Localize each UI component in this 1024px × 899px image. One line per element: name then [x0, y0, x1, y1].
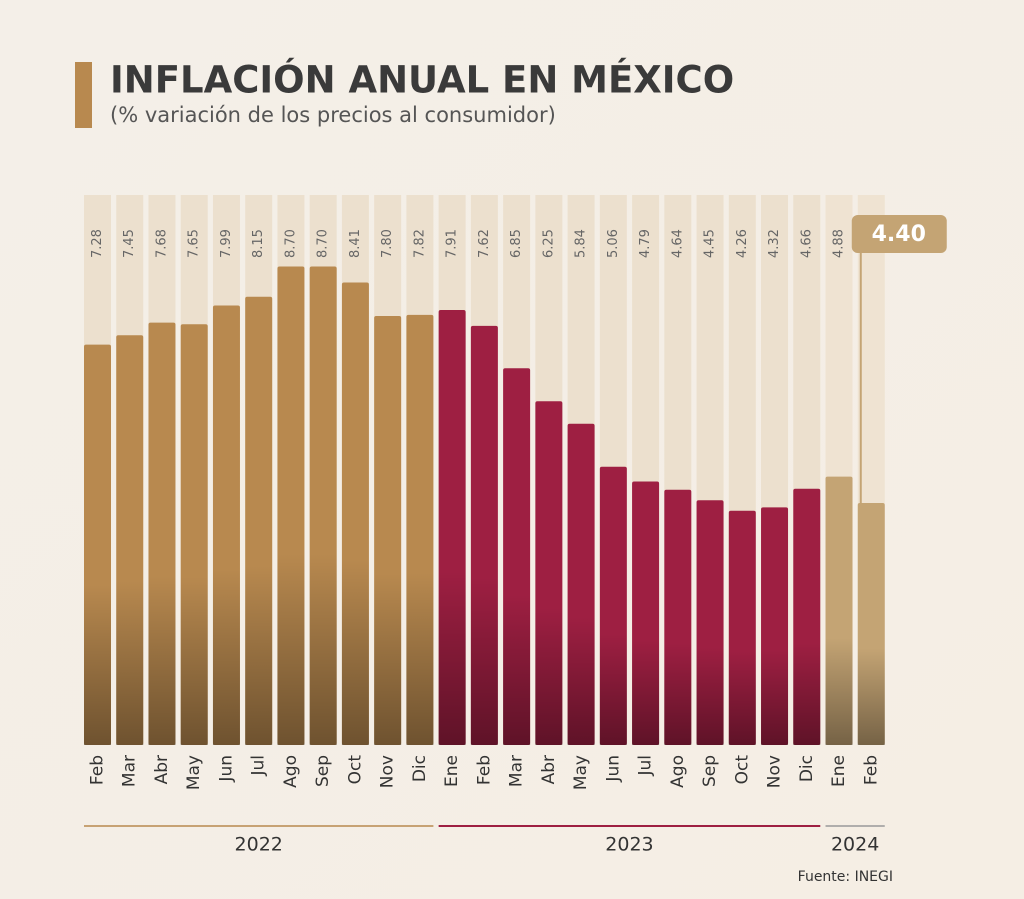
value-label: 7.62 [477, 229, 492, 258]
value-label: 5.06 [606, 229, 621, 258]
value-label: 6.85 [509, 229, 524, 258]
x-tick-label: Oct [732, 755, 752, 785]
bar-shade [728, 510, 756, 745]
value-label: 4.40 [872, 222, 926, 247]
value-label: 8.41 [348, 229, 363, 258]
bar-shade [535, 401, 563, 745]
bar-shade [438, 309, 466, 745]
value-label: 7.65 [187, 229, 202, 258]
bar-shade [309, 266, 337, 745]
bar-shade [664, 489, 692, 745]
x-tick-label: Abr [152, 755, 172, 784]
bar-shade [116, 335, 144, 745]
year-label: 2024 [831, 834, 879, 856]
value-label: 7.82 [412, 229, 427, 258]
x-tick-label: Mar [120, 755, 140, 787]
value-label: 4.88 [832, 229, 847, 258]
x-tick-label: Jul [636, 755, 656, 777]
value-label: 8.70 [316, 229, 331, 258]
value-label: 7.80 [380, 229, 395, 258]
year-label: 2022 [235, 834, 283, 856]
value-label: 6.25 [541, 229, 556, 258]
bar-shade [696, 500, 724, 745]
x-tick-label: Oct [345, 755, 365, 785]
chart-title: INFLACIÓN ANUAL EN MÉXICO [110, 58, 734, 102]
value-label: 7.45 [122, 229, 137, 258]
value-label: 4.45 [703, 229, 718, 258]
value-label: 4.26 [735, 229, 750, 258]
bar-shade [793, 488, 821, 745]
x-tick-label: Ene [442, 755, 462, 787]
title-accent [75, 62, 92, 128]
bar-shade [245, 296, 273, 745]
x-tick-label: Abr [539, 755, 559, 784]
bar-shade [180, 324, 208, 745]
x-tick-label: Jul [249, 755, 269, 777]
x-tick-label: Sep [700, 755, 720, 787]
bar-shade [84, 344, 111, 745]
bar-shade [374, 316, 402, 745]
x-tick-label: Feb [474, 755, 494, 785]
x-tick-label: Mar [507, 755, 527, 787]
value-label: 4.79 [638, 229, 653, 258]
x-tick-label: Dic [410, 755, 430, 782]
value-label: 4.32 [767, 229, 782, 258]
bar-shade [567, 423, 595, 745]
x-tick-label: Ago [668, 755, 688, 788]
x-tick-label: Dic [797, 755, 817, 782]
bar-shade [761, 507, 789, 745]
source: Fuente: INEGI [798, 869, 893, 885]
value-label: 7.68 [154, 229, 169, 258]
value-label: 4.64 [670, 229, 685, 258]
bar-shade [632, 481, 660, 745]
bar-shade [277, 266, 305, 745]
x-tick-label: Nov [378, 755, 398, 788]
x-tick-label: Nov [765, 755, 785, 788]
callout-box [851, 215, 947, 253]
value-label: 7.28 [90, 229, 105, 258]
x-tick-label: Ago [281, 755, 301, 788]
bar-shade [341, 282, 369, 745]
bar-shade [599, 466, 627, 745]
chart-subtitle: (% variación de los precios al consumido… [110, 103, 556, 127]
bar-shade [212, 305, 240, 745]
x-tick-label: Feb [88, 755, 108, 785]
x-tick-label: Sep [313, 755, 333, 787]
value-label: 4.66 [799, 229, 814, 258]
bar-shade [148, 322, 176, 745]
x-tick-label: Ene [829, 755, 849, 787]
value-label: 8.70 [283, 229, 298, 258]
value-label: 7.91 [445, 229, 460, 258]
x-tick-label: May [184, 755, 204, 790]
x-tick-label: Jun [603, 755, 623, 783]
bar-shade [825, 476, 853, 745]
value-label: 5.84 [574, 229, 589, 258]
bar-shade [503, 368, 531, 745]
value-label: 8.15 [251, 229, 266, 258]
bar-shade [406, 314, 434, 745]
year-label: 2023 [605, 834, 653, 856]
bar-shade [470, 325, 498, 745]
x-tick-label: May [571, 755, 591, 790]
bar-shade [857, 503, 885, 745]
x-tick-label: Feb [861, 755, 881, 785]
value-label: 7.99 [219, 229, 234, 258]
x-tick-label: Jun [216, 755, 236, 783]
